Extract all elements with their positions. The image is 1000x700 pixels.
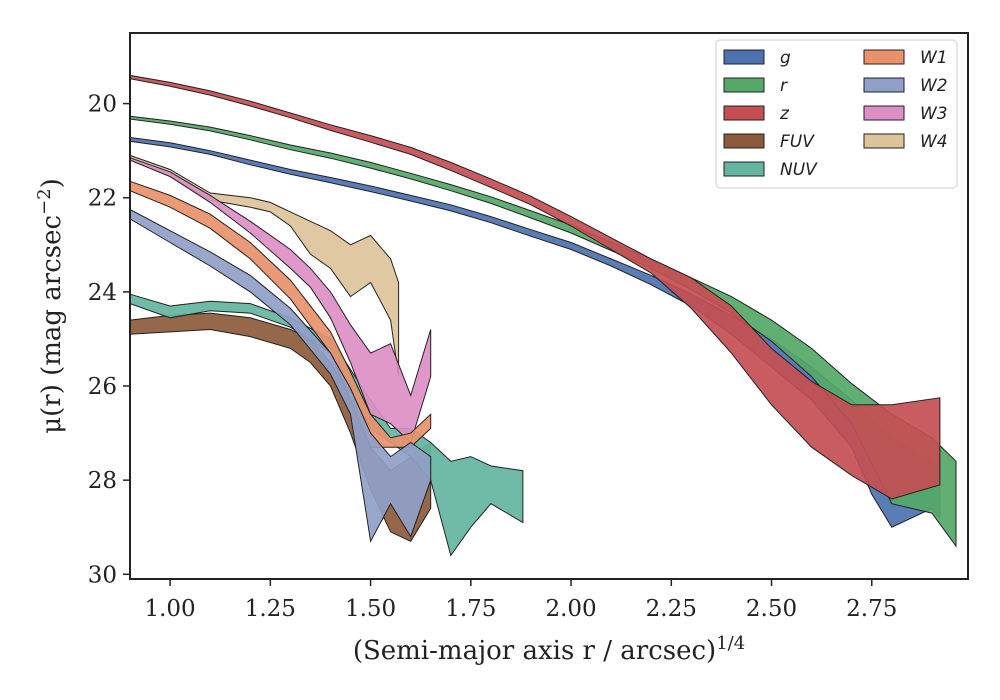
y-tick-label: 30 xyxy=(88,562,117,588)
legend-swatch-NUV xyxy=(723,161,765,177)
band-r xyxy=(129,115,957,548)
legend-box xyxy=(715,39,958,189)
x-axis-label: (Semi-major axis r / arcsec)1/4 xyxy=(353,633,745,666)
legend-swatch-W2 xyxy=(863,77,905,93)
y-tick-label: 26 xyxy=(88,374,117,400)
y-tick-label: 28 xyxy=(88,468,117,494)
legend-label-z: z xyxy=(779,104,790,124)
x-tick-label: 2.25 xyxy=(646,596,697,622)
legend-label-W4: W4 xyxy=(920,132,948,152)
x-tick-label: 2.50 xyxy=(746,596,797,622)
legend-label-NUV: NUV xyxy=(780,160,818,180)
legend-label-W3: W3 xyxy=(920,104,948,124)
x-tick-label: 1.25 xyxy=(245,596,296,622)
legend-label-FUV: FUV xyxy=(780,132,815,152)
legend-swatch-g xyxy=(723,49,765,65)
legend-label-g: g xyxy=(780,48,791,68)
band-W3 xyxy=(129,156,432,444)
x-tick-label: 2.75 xyxy=(846,596,897,622)
legend-swatch-z xyxy=(723,105,765,121)
y-tick-label: 20 xyxy=(88,92,117,118)
x-tick-label: 1.50 xyxy=(345,596,396,622)
x-tick-label: 2.00 xyxy=(545,596,596,622)
x-tick-label: 1.00 xyxy=(144,596,195,622)
legend-swatch-W4 xyxy=(863,133,905,149)
band-z xyxy=(129,74,941,500)
y-tick-label: 22 xyxy=(88,186,117,212)
tick-layer: 1.00 1.25 1.50 1.75 2.00 2.25 2.50 2.75 20 22 24 26… xyxy=(88,92,898,622)
y-tick-label: 24 xyxy=(88,280,117,306)
band-W1 xyxy=(129,180,432,448)
legend-swatch-r xyxy=(723,77,765,93)
legend-label-r: r xyxy=(780,76,788,96)
band-layer xyxy=(129,74,957,557)
legend-swatch-FUV xyxy=(723,133,765,149)
plot-frame xyxy=(129,32,969,580)
legend-label-W1: W1 xyxy=(920,48,948,68)
band-W2 xyxy=(129,208,432,543)
legend-label-W2: W2 xyxy=(920,76,948,96)
x-tick-label: 1.75 xyxy=(445,596,496,622)
legend-swatch-W3 xyxy=(863,105,905,121)
legend: grz FUV NUV W1 W2 W3 W4 xyxy=(715,39,958,189)
legend-swatch-W1 xyxy=(863,49,905,65)
y-axis-label: μ(r) (mag arcsec−2) xyxy=(34,178,67,434)
